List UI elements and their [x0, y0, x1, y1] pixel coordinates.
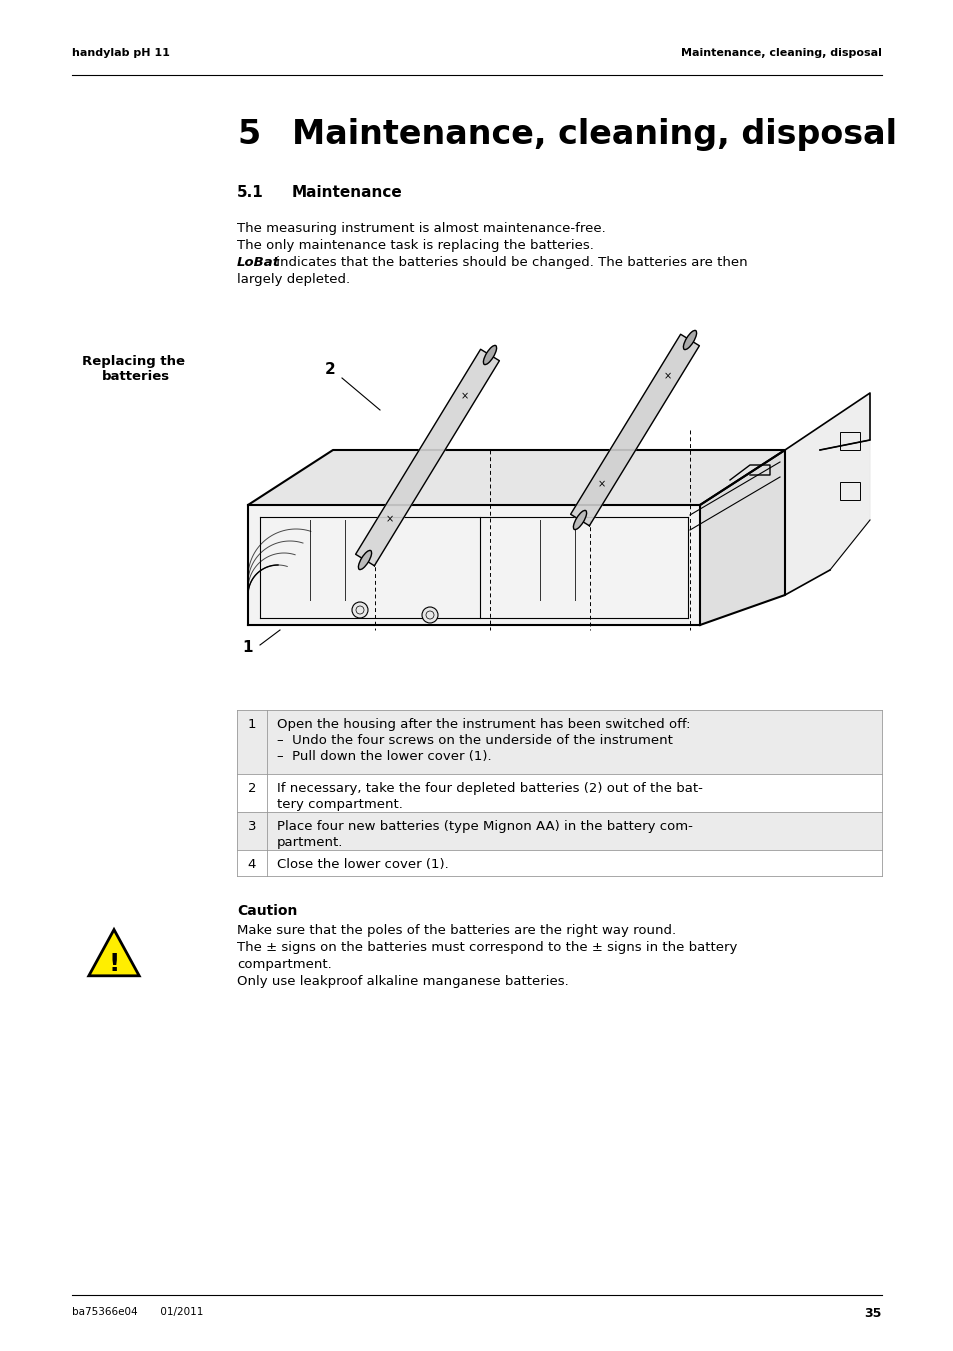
Text: 5: 5 — [236, 118, 260, 151]
Text: Caution: Caution — [236, 904, 297, 917]
Polygon shape — [355, 350, 498, 566]
Bar — [236, 812, 882, 850]
Text: 2: 2 — [248, 782, 256, 794]
Polygon shape — [570, 334, 699, 526]
Polygon shape — [248, 505, 700, 626]
Text: tery compartment.: tery compartment. — [276, 798, 402, 811]
Text: Open the housing after the instrument has been switched off:: Open the housing after the instrument ha… — [276, 717, 690, 731]
Text: batteries: batteries — [102, 370, 170, 382]
Text: 2: 2 — [324, 362, 335, 377]
Text: 1: 1 — [248, 717, 256, 731]
Polygon shape — [700, 450, 784, 626]
Text: –  Pull down the lower cover (1).: – Pull down the lower cover (1). — [276, 750, 491, 763]
Text: !: ! — [109, 952, 119, 975]
Text: –  Undo the four screws on the underside of the instrument: – Undo the four screws on the underside … — [276, 734, 672, 747]
Text: ×: × — [386, 513, 394, 524]
Bar — [840, 432, 859, 450]
Text: Place four new batteries (type Mignon AA) in the battery com-: Place four new batteries (type Mignon AA… — [276, 820, 692, 834]
Text: 3: 3 — [248, 820, 256, 834]
Circle shape — [421, 607, 437, 623]
Ellipse shape — [483, 346, 497, 365]
Text: The ± signs on the batteries must correspond to the ± signs in the battery: The ± signs on the batteries must corres… — [236, 942, 737, 954]
Text: Maintenance, cleaning, disposal: Maintenance, cleaning, disposal — [292, 118, 896, 151]
Text: ba75366e04       01/2011: ba75366e04 01/2011 — [71, 1306, 203, 1317]
Text: largely depleted.: largely depleted. — [236, 273, 350, 286]
Text: Replacing the: Replacing the — [82, 355, 185, 367]
Bar — [840, 482, 859, 500]
Text: 5.1: 5.1 — [236, 185, 263, 200]
Text: If necessary, take the four depleted batteries (2) out of the bat-: If necessary, take the four depleted bat… — [276, 782, 702, 794]
Text: compartment.: compartment. — [236, 958, 332, 971]
Bar — [236, 711, 882, 774]
Polygon shape — [784, 393, 869, 594]
Text: partment.: partment. — [276, 836, 343, 848]
Text: The measuring instrument is almost maintenance-free.: The measuring instrument is almost maint… — [236, 222, 605, 235]
Text: 4: 4 — [248, 858, 256, 871]
Text: 35: 35 — [863, 1306, 882, 1320]
Text: ×: × — [598, 480, 605, 489]
Text: Close the lower cover (1).: Close the lower cover (1). — [276, 858, 448, 871]
Text: 1: 1 — [242, 640, 253, 655]
Text: The only maintenance task is replacing the batteries.: The only maintenance task is replacing t… — [236, 239, 594, 253]
Text: LoBat: LoBat — [236, 255, 280, 269]
Text: ×: × — [663, 372, 671, 381]
Polygon shape — [248, 450, 784, 505]
Bar — [236, 850, 882, 875]
Ellipse shape — [682, 331, 696, 350]
Text: Only use leakproof alkaline manganese batteries.: Only use leakproof alkaline manganese ba… — [236, 975, 568, 988]
Polygon shape — [89, 929, 139, 975]
Text: indicates that the batteries should be changed. The batteries are then: indicates that the batteries should be c… — [272, 255, 747, 269]
Ellipse shape — [573, 511, 586, 530]
Text: Make sure that the poles of the batteries are the right way round.: Make sure that the poles of the batterie… — [236, 924, 676, 938]
Ellipse shape — [358, 550, 372, 570]
Text: Maintenance: Maintenance — [292, 185, 402, 200]
Bar — [230, 290, 889, 661]
Bar — [236, 774, 882, 812]
Text: ×: × — [460, 390, 469, 401]
Text: Maintenance, cleaning, disposal: Maintenance, cleaning, disposal — [680, 49, 882, 58]
Text: handylab pH 11: handylab pH 11 — [71, 49, 170, 58]
Circle shape — [352, 603, 368, 617]
